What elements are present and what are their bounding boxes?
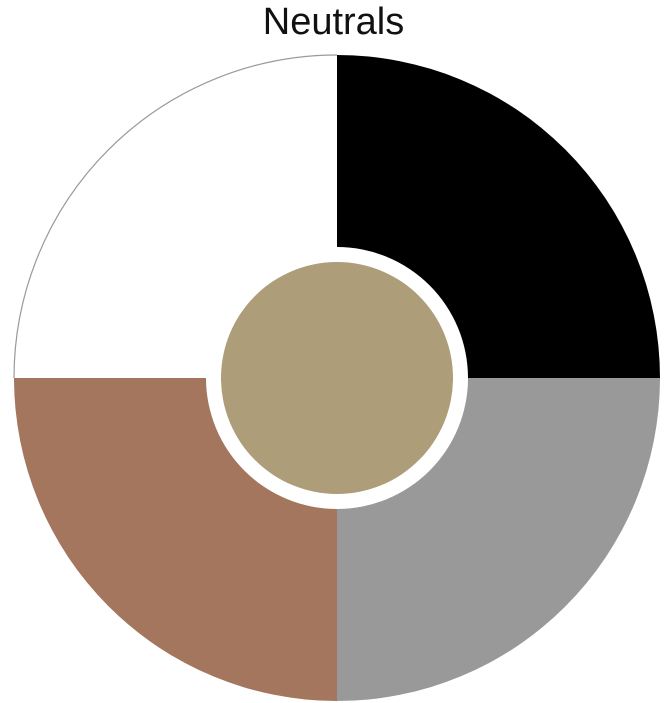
white-segment-outline xyxy=(13,54,338,379)
center-swatch-tan xyxy=(221,262,453,494)
diagram-title: Neutrals xyxy=(262,1,405,43)
